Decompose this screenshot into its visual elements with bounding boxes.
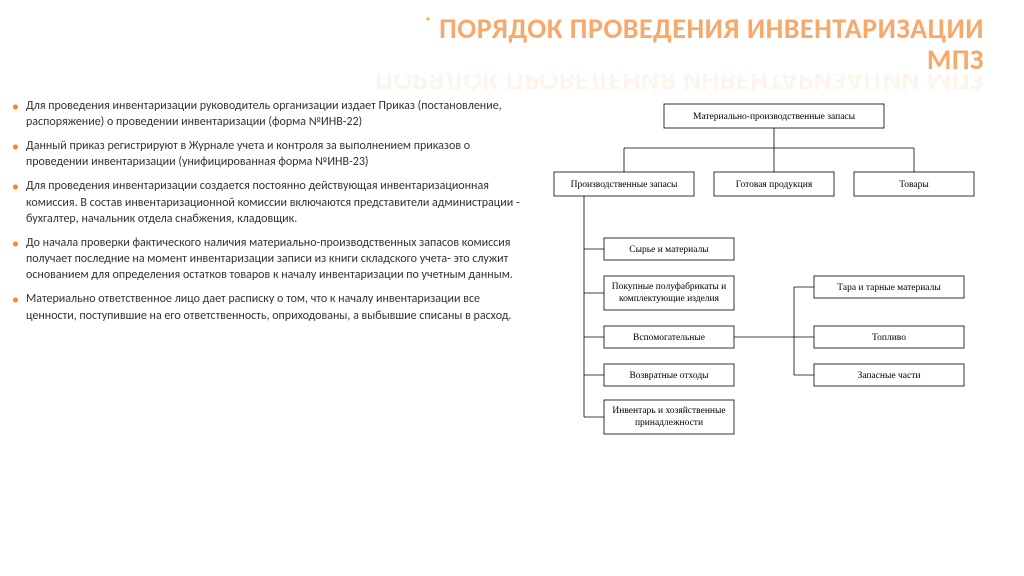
org-chart: Материально-производственные запасы Прои… [534, 98, 1004, 458]
svg-text:Материально-производственные з: Материально-производственные запасы [693, 112, 856, 122]
svg-text:Производственные запасы: Производственные запасы [571, 180, 678, 190]
list-item: Данный приказ регистрируют в Журнале уче… [6, 138, 526, 170]
svg-text:комплектующие изделия: комплектующие изделия [619, 294, 720, 304]
bullet-list: Для проведения инвентаризации руководите… [6, 98, 526, 324]
list-item: Для проведения инвентаризации руководите… [6, 98, 526, 130]
svg-text:Сырье и материалы: Сырье и материалы [629, 245, 709, 255]
node-root: Материально-производственные запасы [664, 104, 884, 128]
bullet-column: Для проведения инвентаризации руководите… [6, 98, 526, 458]
list-item: Для проведения инвентаризации создается … [6, 178, 526, 227]
list-item: До начала проверки фактического наличия … [6, 235, 526, 284]
node-inv: Инвентарь и хозяйственные принадлежности [604, 400, 734, 434]
title-block: * Порядок проведения инвентаризации МПЗ [0, 0, 1024, 80]
svg-text:Товары: Товары [899, 180, 929, 190]
svg-text:Готовая продукция: Готовая продукция [736, 180, 813, 190]
svg-text:Возвратные отходы: Возвратные отходы [629, 371, 709, 381]
node-prod: Производственные запасы [554, 172, 694, 196]
title-reflection: Порядок проведения инвентаризации МПЗ [0, 74, 1024, 94]
node-tare: Тара и тарные материалы [814, 276, 964, 298]
svg-text:Тара и тарные материалы: Тара и тарные материалы [837, 283, 941, 293]
node-fuel: Топливо [814, 326, 964, 348]
svg-text:принадлежности: принадлежности [635, 418, 703, 428]
content-row: Для проведения инвентаризации руководите… [0, 98, 1024, 458]
svg-text:Инвентарь и хозяйственные: Инвентарь и хозяйственные [612, 405, 725, 416]
title-asterisk: * [425, 14, 432, 31]
svg-text:Запасные части: Запасные части [858, 371, 921, 381]
diagram-column: Материально-производственные запасы Прои… [534, 98, 1014, 458]
svg-text:Вспомогательные: Вспомогательные [633, 333, 705, 343]
list-item: Материально ответственное лицо дает расп… [6, 291, 526, 323]
page-title: Порядок проведения инвентаризации МПЗ [439, 14, 984, 76]
svg-text:Топливо: Топливо [872, 333, 906, 343]
node-goods: Товары [854, 172, 974, 196]
node-semi: Покупные полуфабрикаты и комплектующие и… [604, 276, 734, 310]
node-raw: Сырье и материалы [604, 238, 734, 260]
svg-text:Покупные полуфабрикаты и: Покупные полуфабрикаты и [612, 281, 726, 292]
node-waste: Возвратные отходы [604, 364, 734, 386]
node-aux: Вспомогательные [604, 326, 734, 348]
node-ready: Готовая продукция [714, 172, 834, 196]
node-spare: Запасные части [814, 364, 964, 386]
